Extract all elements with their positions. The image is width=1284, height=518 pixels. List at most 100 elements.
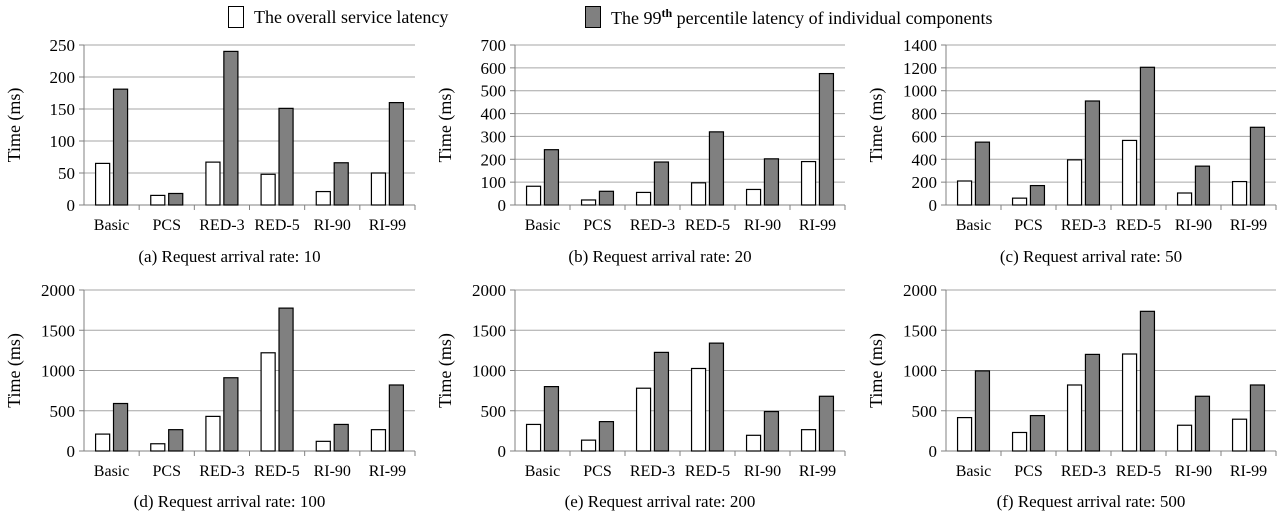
y-tick-label: 800 (912, 105, 938, 124)
bar-overall-pcs (1011, 431, 1028, 452)
bar-overall-red-5 (260, 352, 276, 452)
y-tick-label: 150 (50, 100, 76, 119)
y-tick-label: 250 (50, 36, 76, 55)
bar-overall-pcs (150, 194, 166, 206)
bar-p99-basic (974, 370, 991, 452)
bar-p99-ri-99 (1249, 384, 1266, 452)
x-category-label: Basic (956, 217, 992, 234)
bar-p99-red-3 (223, 50, 239, 206)
bar-p99-ri-90 (1194, 395, 1211, 452)
legend-label-p99-suffix: percentile latency of individual compone… (672, 7, 993, 28)
x-category-label: RED-3 (630, 217, 675, 234)
y-tick-label: 200 (912, 173, 938, 192)
x-category-label: RI-90 (744, 463, 781, 480)
y-tick-label: 0 (67, 196, 76, 215)
bar-overall-ri-99 (800, 429, 817, 452)
y-tick-label: 1000 (903, 362, 937, 381)
bar-p99-red-5 (1139, 310, 1156, 452)
x-category-label: PCS (153, 463, 181, 480)
bar-overall-red-3 (635, 191, 652, 206)
bar-overall-red-3 (205, 415, 221, 452)
legend-swatch-overall (228, 6, 244, 28)
x-category-label: RED-5 (685, 463, 730, 480)
bar-overall-basic (525, 185, 542, 206)
chart-caption: (d) Request arrival rate: 100 (134, 492, 326, 511)
x-category-label: Basic (94, 217, 130, 234)
bar-overall-pcs (580, 199, 597, 206)
y-axis-label: Time (ms) (435, 333, 456, 408)
y-tick-label: 700 (481, 36, 507, 55)
x-category-label: RED-3 (1061, 217, 1106, 234)
bar-p99-ri-99 (818, 72, 835, 206)
y-tick-label: 500 (481, 82, 507, 101)
y-tick-label: 2000 (472, 281, 506, 300)
bar-overall-red-3 (635, 387, 652, 452)
x-category-label: RI-90 (314, 463, 351, 480)
y-tick-label: 400 (481, 105, 507, 124)
x-category-label: RED-3 (630, 463, 675, 480)
x-category-label: RI-90 (744, 217, 781, 234)
x-category-label: Basic (956, 463, 992, 480)
bar-p99-red-3 (1084, 353, 1101, 452)
y-tick-label: 0 (67, 442, 76, 461)
bar-p99-basic (112, 88, 129, 206)
bar-overall-ri-99 (370, 172, 387, 206)
x-category-label: RED-3 (199, 463, 244, 480)
bar-overall-basic (94, 433, 111, 452)
x-category-label: RI-99 (799, 217, 836, 234)
bar-p99-ri-90 (333, 423, 349, 452)
x-category-label: PCS (583, 217, 611, 234)
bar-p99-red-5 (708, 131, 725, 206)
bar-overall-ri-99 (370, 429, 387, 452)
x-category-label: RI-99 (369, 463, 406, 480)
bar-overall-pcs (1011, 197, 1028, 206)
bar-p99-basic (543, 149, 560, 206)
y-tick-label: 1200 (903, 59, 937, 78)
bar-p99-red-3 (653, 351, 670, 452)
chart-legend: The overall service latency The 99th per… (0, 0, 1284, 36)
y-axis-label: Time (ms) (866, 333, 887, 408)
bar-p99-basic (974, 141, 991, 206)
bar-overall-ri-90 (745, 434, 762, 452)
bar-overall-basic (94, 162, 111, 206)
bar-overall-ri-90 (315, 440, 331, 452)
bar-overall-red-5 (690, 182, 707, 206)
bar-p99-pcs (598, 190, 615, 206)
chart-panel-b: 0 100 200 300 400 500 600 700 Basic PCS RED-3 RED-5… (435, 36, 846, 266)
x-category-label: RED-5 (1116, 463, 1161, 480)
y-tick-label: 500 (481, 402, 507, 421)
y-tick-label: 200 (481, 150, 507, 169)
y-tick-label: 600 (481, 59, 507, 78)
y-tick-label: 2000 (41, 281, 75, 300)
chart-panel-f: 0 500 1000 1500 2000 Basic PCS RED-3 RED-5 RI-90 R… (866, 281, 1277, 511)
chart-panel-c: 0 200 400 600 800 1000 1200 1400 Basic PCS RED-3 RE… (866, 36, 1277, 266)
y-tick-label: 1500 (472, 321, 506, 340)
y-tick-label: 1000 (472, 362, 506, 381)
chart-caption: (f) Request arrival rate: 500 (997, 492, 1186, 511)
y-axis-label: Time (ms) (435, 88, 456, 163)
bar-p99-ri-90 (763, 410, 780, 452)
x-category-label: RI-99 (369, 217, 406, 234)
bar-overall-red-3 (1066, 159, 1083, 206)
bar-p99-pcs (168, 192, 184, 206)
bar-overall-pcs (580, 439, 597, 452)
chart-caption: (b) Request arrival rate: 20 (568, 247, 751, 266)
x-category-label: PCS (1014, 217, 1042, 234)
bar-p99-ri-90 (763, 158, 780, 206)
x-category-label: PCS (153, 217, 181, 234)
y-tick-label: 50 (58, 164, 75, 183)
bar-overall-ri-99 (1231, 418, 1248, 452)
legend-label-p99-prefix: The 99 (611, 7, 662, 28)
bar-p99-basic (112, 402, 129, 452)
bar-overall-red-5 (1121, 353, 1138, 452)
x-category-label: RI-90 (314, 217, 351, 234)
y-tick-label: 300 (481, 127, 507, 146)
chart-panel-a: 0 50 100 150 200 250 Basic PCS RED-3 RED-5 RI-90 RI… (4, 36, 416, 266)
x-category-label: RI-99 (1230, 463, 1267, 480)
bar-p99-pcs (1029, 184, 1046, 206)
y-tick-label: 200 (50, 68, 76, 87)
bar-p99-ri-99 (388, 384, 405, 452)
bar-overall-ri-90 (315, 190, 331, 206)
bar-overall-red-3 (1066, 384, 1083, 452)
x-category-label: Basic (525, 463, 561, 480)
